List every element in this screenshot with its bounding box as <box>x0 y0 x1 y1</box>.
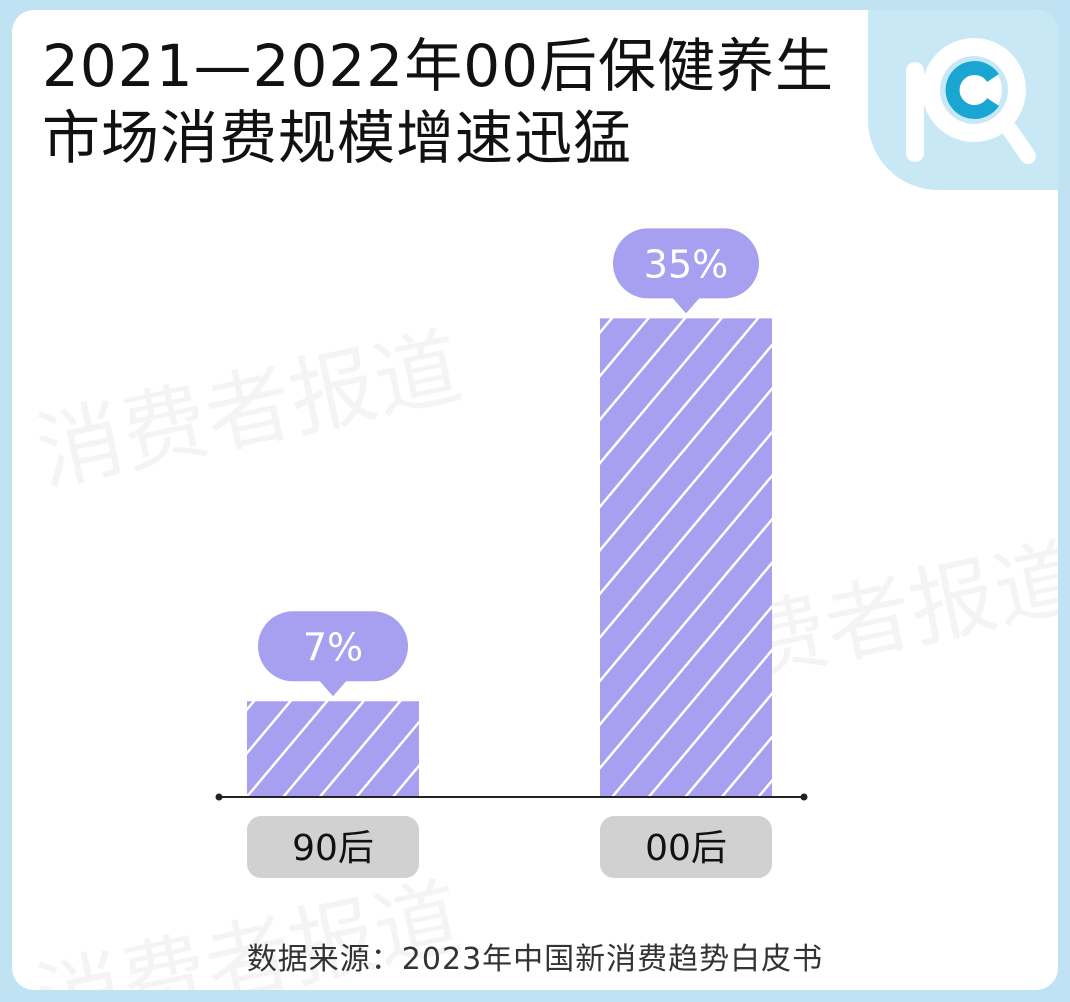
tick-label-2: 00后 <box>645 828 727 869</box>
data-label-2: 35% <box>644 242 728 286</box>
bar-2 <box>600 318 772 797</box>
axis-end-left <box>215 793 223 801</box>
data-label-1: 7% <box>303 625 363 669</box>
c-letter-magnifier-icon <box>906 38 1036 164</box>
category-box-2 <box>600 816 772 878</box>
category-box-1 <box>247 816 419 878</box>
chart-card: 2021—2022年00后保健养生 市场消费规模增速迅猛 消费者报道 消费者报道… <box>12 10 1058 990</box>
bar-1 <box>247 701 419 797</box>
title-line-1: 2021—2022年00后保健养生 <box>42 32 835 100</box>
axis-end-right <box>800 793 808 801</box>
tick-label-1: 90后 <box>292 828 374 869</box>
title-line-2: 市场消费规模增速迅猛 <box>42 104 633 172</box>
value-bubble-1 <box>258 611 408 697</box>
data-source: 数据来源：2023年中国新消费趋势白皮书 <box>246 942 824 977</box>
chart-title: 2021—2022年00后保健养生 市场消费规模增速迅猛 <box>42 30 882 174</box>
value-bubble-2 <box>613 228 759 314</box>
